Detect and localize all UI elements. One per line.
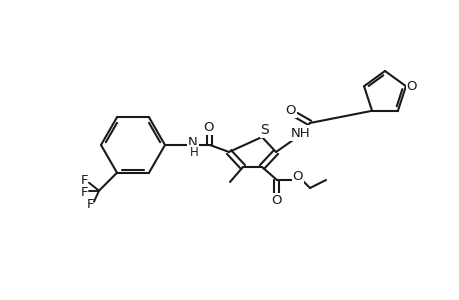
- Text: O: O: [292, 169, 302, 182]
- Text: O: O: [285, 103, 296, 116]
- Text: O: O: [271, 194, 282, 208]
- Text: N: N: [188, 136, 197, 148]
- Text: O: O: [406, 80, 416, 93]
- Text: NH: NH: [291, 127, 310, 140]
- Text: O: O: [203, 121, 214, 134]
- Text: S: S: [260, 123, 269, 137]
- Text: F: F: [81, 186, 89, 199]
- Text: F: F: [81, 174, 89, 187]
- Text: H: H: [189, 146, 198, 158]
- Text: F: F: [87, 198, 95, 211]
